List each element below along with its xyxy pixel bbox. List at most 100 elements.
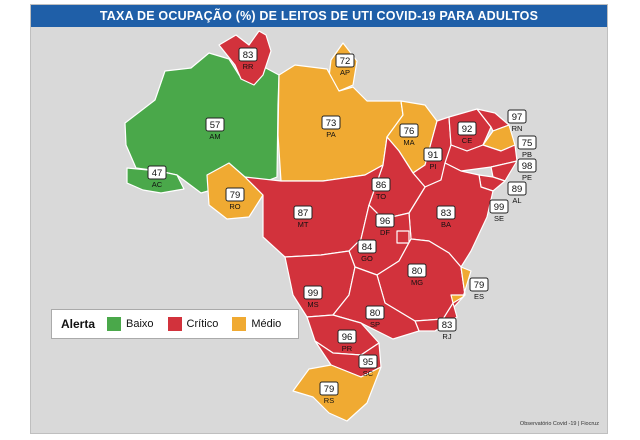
value-box [365, 305, 385, 320]
state-abbreviation: PI [429, 162, 436, 171]
occupancy-value: 79 [324, 384, 335, 395]
legend-swatch-medio [232, 317, 247, 331]
state-abbreviation: RO [229, 202, 240, 211]
legend-swatch-critico [167, 317, 182, 331]
legend-title: Alerta [61, 317, 96, 331]
occupancy-value: 83 [243, 50, 254, 61]
occupancy-value: 84 [362, 242, 373, 253]
state-abbreviation: AP [340, 68, 350, 77]
value-box [371, 177, 391, 192]
state-abbreviation: AM [209, 132, 220, 141]
legend-item-baixo: Baixo [107, 317, 154, 331]
occupancy-value: 97 [512, 112, 523, 123]
state-abbreviation: MA [403, 138, 414, 147]
occupancy-value: 98 [522, 161, 533, 172]
state-abbreviation: CE [462, 136, 472, 145]
state-df [396, 230, 410, 244]
value-box [517, 135, 537, 150]
value-box [507, 109, 527, 124]
occupancy-value: 57 [210, 120, 221, 131]
legend-item-critico: Crítico [167, 317, 219, 331]
value-box [238, 47, 258, 62]
occupancy-value: 80 [412, 266, 423, 277]
state-abbreviation: PR [342, 344, 353, 353]
alert-legend: Alerta Baixo Crítico Médio [51, 309, 299, 339]
state-abbreviation: TO [376, 192, 386, 201]
occupancy-value: 96 [380, 216, 391, 227]
occupancy-value: 72 [340, 56, 351, 67]
occupancy-value: 96 [342, 332, 353, 343]
occupancy-value: 73 [326, 118, 337, 129]
state-abbreviation: MT [298, 220, 309, 229]
legend-label-medio: Médio [251, 318, 282, 330]
value-box [436, 205, 456, 220]
value-box [321, 115, 341, 130]
state-abbreviation: SP [370, 320, 380, 329]
occupancy-value: 86 [376, 180, 387, 191]
value-box [205, 117, 225, 132]
occupancy-value: 92 [462, 124, 473, 135]
value-box [507, 181, 527, 196]
occupancy-value: 89 [512, 184, 523, 195]
occupancy-value: 99 [494, 202, 505, 213]
legend-item-medio: Médio [232, 317, 281, 331]
state-abbreviation: SE [494, 214, 504, 223]
value-box [225, 187, 245, 202]
value-box [335, 53, 355, 68]
state-abbreviation: DF [380, 228, 390, 237]
state-abbreviation: MG [411, 278, 423, 287]
value-box [469, 277, 489, 292]
legend-swatch-baixo [107, 317, 122, 331]
value-box [489, 199, 509, 214]
occupancy-value: 75 [522, 138, 533, 149]
occupancy-value: 91 [428, 150, 439, 161]
value-box [337, 329, 357, 344]
value-box [358, 354, 378, 369]
state-abbreviation: GO [361, 254, 373, 263]
state-abbreviation: PE [522, 173, 532, 182]
occupancy-value: 87 [298, 208, 309, 219]
value-box [437, 317, 457, 332]
value-box [423, 147, 443, 162]
occupancy-value: 79 [230, 190, 241, 201]
value-box [375, 213, 395, 228]
legend-label-baixo: Baixo [126, 318, 154, 330]
occupancy-value: 83 [442, 320, 453, 331]
state-abbreviation: RN [512, 124, 523, 133]
state-abbreviation: RR [243, 62, 254, 71]
occupancy-value: 76 [404, 126, 415, 137]
value-box [357, 239, 377, 254]
state-abbreviation: AL [512, 196, 521, 205]
occupancy-value: 80 [370, 308, 381, 319]
source-credit: Observatório Covid -19 | Fiocruz [519, 421, 599, 427]
value-box [293, 205, 313, 220]
occupancy-value: 95 [363, 357, 374, 368]
value-box [147, 165, 167, 180]
occupancy-value: 99 [308, 288, 319, 299]
state-abbreviation: PB [522, 150, 532, 159]
legend-label-critico: Crítico [186, 318, 219, 330]
